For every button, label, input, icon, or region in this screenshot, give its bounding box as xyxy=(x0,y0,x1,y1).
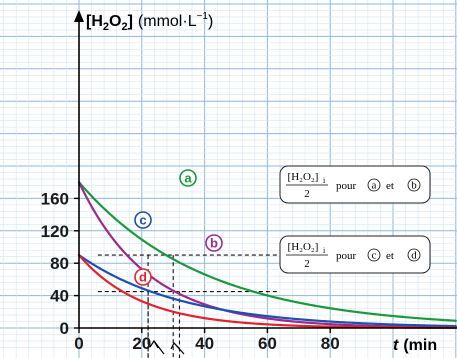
annotation-text: pour xyxy=(336,180,357,192)
annotation-label-1: a xyxy=(372,180,377,192)
annotation-circle-2 xyxy=(407,178,421,192)
annotation-denominator: 2 xyxy=(304,188,310,200)
curve-label-circle-c xyxy=(134,211,152,229)
curve-label-b: b xyxy=(210,236,218,251)
x-tick-label: 0 xyxy=(74,334,83,353)
annotation-conj: et xyxy=(386,250,394,262)
annotation-numerator-sub: i xyxy=(323,176,326,185)
curve-label-circle-d xyxy=(134,268,152,286)
series-line-c xyxy=(77,254,457,328)
y-tick-label: 0 xyxy=(60,319,69,338)
x-tick-label: 20 xyxy=(132,334,151,353)
half-life-arrow-2 xyxy=(170,341,185,355)
annotation-circle-1 xyxy=(367,178,381,192)
annotation-label-2: d xyxy=(411,250,417,262)
curve-label-c: c xyxy=(139,213,146,228)
annotation-text: pour xyxy=(336,250,357,262)
x-tick-label: 60 xyxy=(258,334,277,353)
annotation-conj: et xyxy=(386,180,394,192)
annotation-frame xyxy=(279,235,431,274)
axes: 0 40 80 120 160 0 20 40 60 80 xyxy=(41,10,457,355)
annotation-frame xyxy=(279,165,431,204)
y-tick-label: 80 xyxy=(50,254,69,273)
x-axis-title: t (min xyxy=(393,337,437,354)
curve-label-d: d xyxy=(139,270,147,285)
annotation-box: [H₂O₂] i 2 pour c et d xyxy=(279,235,431,274)
y-tick-label: 160 xyxy=(41,189,69,208)
annotation-label-2: b xyxy=(411,180,417,192)
annotation-denominator: 2 xyxy=(304,258,310,270)
annotation-box: [H₂O₂] i 2 pour a et b xyxy=(279,165,431,204)
x-tick-label: 40 xyxy=(195,334,214,353)
curve-label-circle-a xyxy=(179,169,197,187)
y-tick-label: 120 xyxy=(41,222,69,241)
curve-label-a: a xyxy=(184,171,192,186)
series-line-a xyxy=(77,181,457,322)
reference-lines xyxy=(97,254,278,358)
y-tick-label: 40 xyxy=(50,287,69,306)
annotation-circle-2 xyxy=(407,248,421,262)
y-axis-arrow xyxy=(74,10,84,22)
annotation-circle-1 xyxy=(367,248,381,262)
x-tick-label: 80 xyxy=(321,334,340,353)
curve-label-circle-b xyxy=(205,234,223,252)
y-axis-title: [H2O2] (mmol·L−1) xyxy=(86,11,213,33)
curve-labels: a b c d xyxy=(134,169,223,286)
annotation-numerator: [H₂O₂] xyxy=(288,171,319,183)
half-life-arrow-1 xyxy=(149,339,165,355)
annotation-numerator-sub: i xyxy=(323,246,326,255)
annotation-numerator: [H₂O₂] xyxy=(288,241,319,253)
annotation-label-1: c xyxy=(372,250,377,262)
